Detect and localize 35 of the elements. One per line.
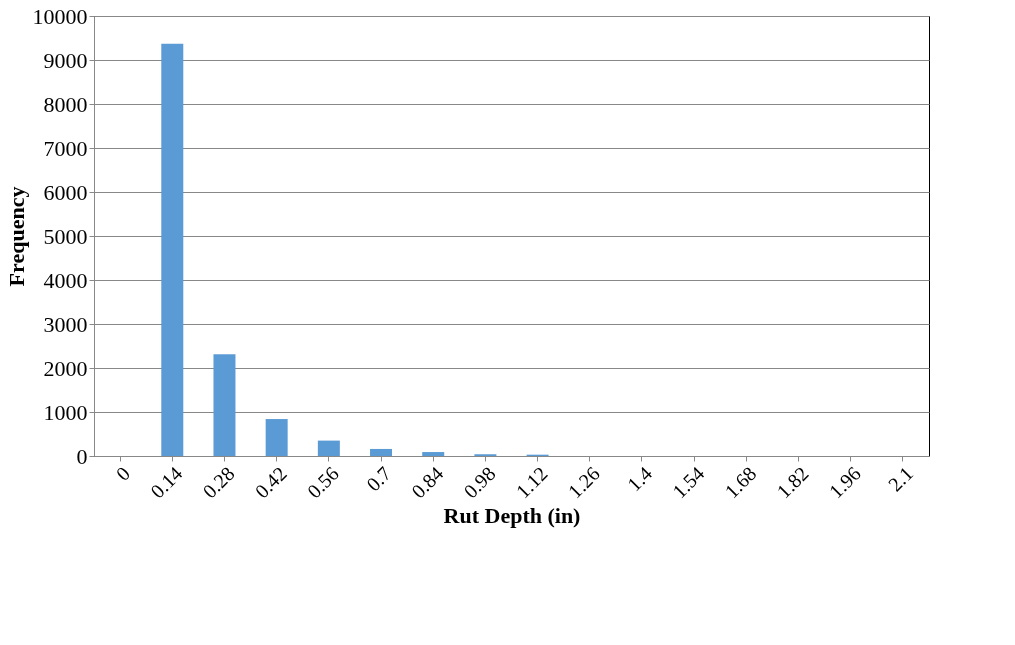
y-tick-label: 3000 bbox=[43, 311, 88, 337]
bar bbox=[422, 452, 445, 456]
x-tick-label: 0.7 bbox=[361, 462, 396, 496]
x-tick-label: 0.42 bbox=[250, 462, 291, 503]
x-tick-label: 0.98 bbox=[459, 462, 500, 503]
x-tick-label: 1.12 bbox=[511, 462, 552, 503]
y-tick-label: 2000 bbox=[43, 355, 88, 381]
x-tick-label: 0.28 bbox=[198, 462, 239, 503]
y-axis-title: Frequency bbox=[3, 186, 29, 287]
bar bbox=[370, 448, 393, 456]
x-tick-label: 1.26 bbox=[563, 462, 604, 503]
x-tick-label: 1.96 bbox=[824, 462, 865, 503]
x-tick-label: 0 bbox=[111, 462, 135, 485]
x-tick-label: 1.68 bbox=[720, 462, 761, 503]
x-tick-label: 2.1 bbox=[883, 462, 918, 496]
y-tick-label: 10000 bbox=[32, 3, 88, 29]
y-tick-label: 6000 bbox=[43, 179, 88, 205]
x-tick-label: 1.4 bbox=[622, 462, 657, 496]
y-tick-label: 8000 bbox=[43, 91, 88, 117]
x-tick-label: 1.82 bbox=[772, 462, 813, 503]
x-tick-label: 0.14 bbox=[146, 462, 187, 503]
x-tick-label: 0.56 bbox=[302, 462, 343, 503]
x-tick-label: 0.84 bbox=[407, 462, 448, 503]
y-tick-label: 5000 bbox=[43, 223, 88, 249]
bar bbox=[265, 419, 288, 456]
x-axis-title: Rut Depth (in) bbox=[443, 503, 581, 529]
y-tick-label: 0 bbox=[76, 443, 88, 469]
y-tick-label: 4000 bbox=[43, 267, 88, 293]
y-tick-label: 7000 bbox=[43, 135, 88, 161]
x-tick-label: 1.54 bbox=[667, 462, 709, 503]
bar bbox=[161, 43, 184, 456]
y-tick-label: 9000 bbox=[43, 47, 88, 73]
y-tick-label: 1000 bbox=[43, 399, 88, 425]
bar bbox=[317, 440, 340, 456]
bar bbox=[213, 354, 236, 456]
